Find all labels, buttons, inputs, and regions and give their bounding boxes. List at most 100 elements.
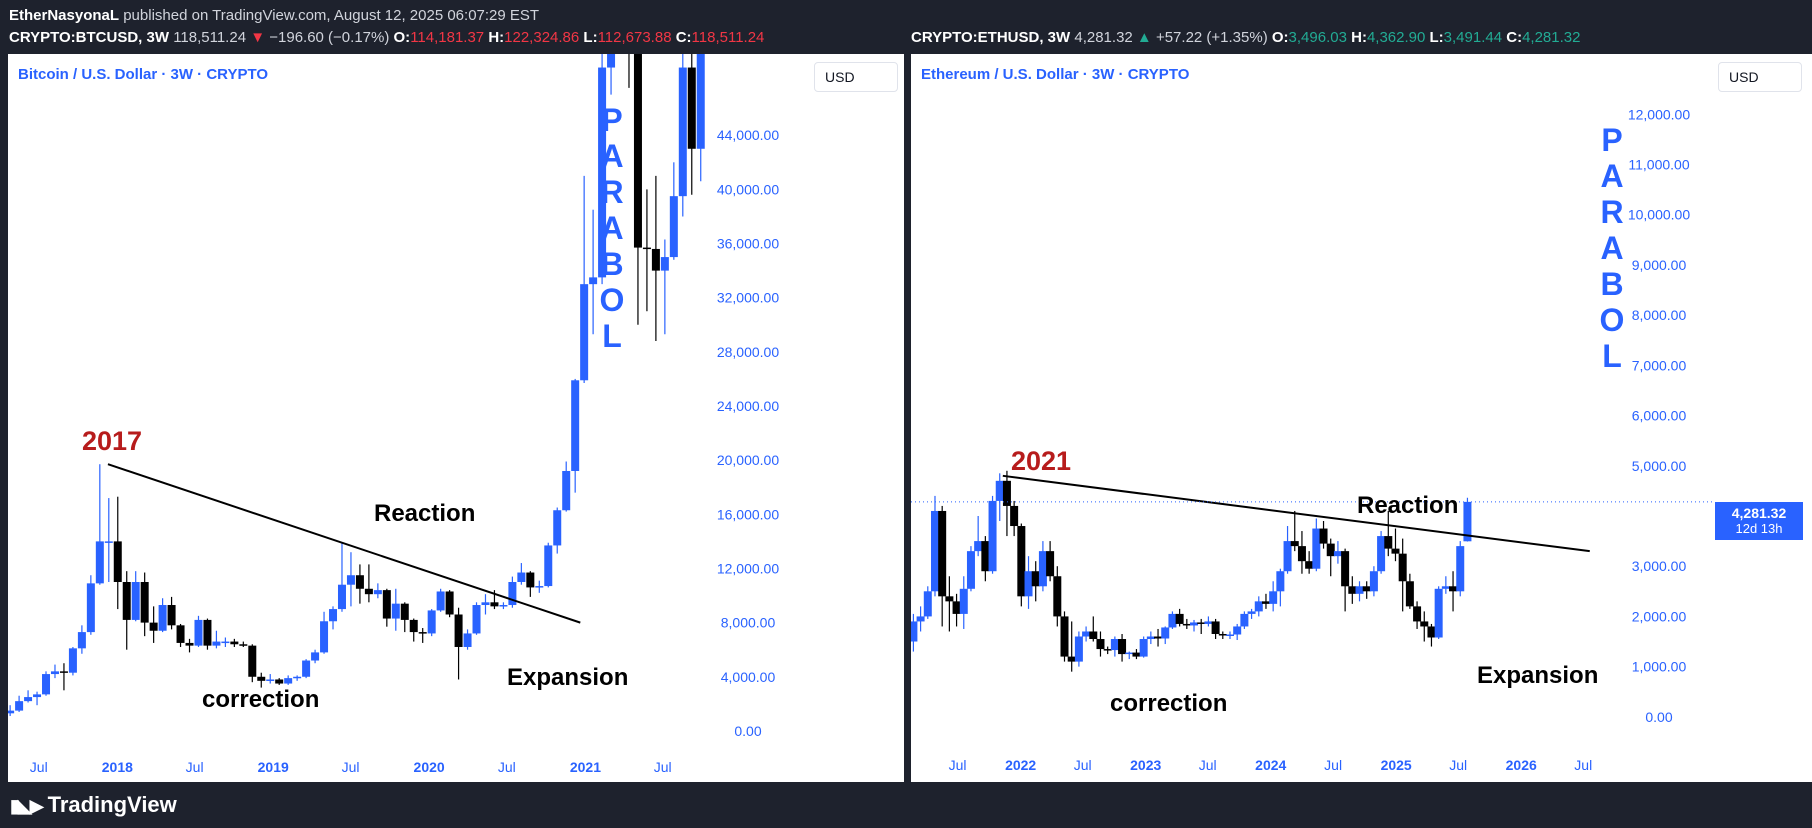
x-tick-label: Jul (1574, 757, 1592, 773)
candle-body (266, 679, 275, 681)
eth-parabol-letter: P (1601, 122, 1623, 158)
candle-body (1031, 571, 1040, 587)
eth-ticker-line: CRYPTO:ETHUSD, 3W 4,281.32 ▲ +57.22 (+1.… (911, 29, 1580, 46)
chart-header: EtherNasyonaL published on TradingView.c… (0, 0, 1812, 54)
eth-currency-button[interactable]: USD (1718, 62, 1802, 92)
btc-chart-panel[interactable]: 44,000.00 40,000.00 36,000.00 32,000.00 28,0… (8, 54, 904, 782)
eth-parabol-letter: A (1600, 158, 1624, 194)
candle-body (257, 676, 266, 681)
eth-high-label: H: (1351, 29, 1367, 46)
candle-body (1283, 541, 1292, 572)
candle-body (562, 470, 571, 511)
candle-body (149, 622, 158, 631)
candle-body (1132, 652, 1141, 657)
btc-high-label: H: (488, 29, 505, 46)
x-tick-label: 2023 (1130, 757, 1161, 773)
panel-divider[interactable] (904, 54, 911, 782)
eth-open-label: O: (1271, 29, 1289, 46)
btc-parabol-letter: A (600, 210, 624, 246)
candle-body (158, 605, 167, 631)
candle-body (1125, 652, 1134, 655)
x-tick-label: Jul (1449, 757, 1467, 773)
candle-body (1204, 621, 1213, 624)
x-tick-label: 2022 (1005, 757, 1036, 773)
candle-body (1391, 548, 1400, 554)
candle-body (598, 67, 607, 278)
candle-body (1247, 611, 1256, 614)
candle-body (916, 616, 925, 622)
tradingview-logo-icon: ▮◣▶ (10, 796, 44, 816)
y-tick-label: 28,000.00 (717, 344, 779, 360)
y-tick-label: 2,000.00 (1632, 608, 1687, 624)
candle-body (1240, 613, 1249, 627)
x-tick-label: Jul (1199, 757, 1217, 773)
y-tick-label: 44,000.00 (717, 127, 779, 143)
btc-expansion-label: Expansion (507, 664, 629, 691)
candle-body (1161, 627, 1170, 639)
y-tick-label: 0.00 (1645, 709, 1672, 725)
candle-body (454, 614, 463, 647)
candle-body (669, 196, 678, 258)
candle-body (490, 602, 499, 607)
btc-currency-button[interactable]: USD (814, 62, 898, 92)
trendline[interactable] (1002, 474, 1590, 553)
candle-body (95, 541, 104, 584)
candle-body (1434, 588, 1443, 638)
candle-body (203, 619, 212, 646)
x-tick-label: Jul (30, 759, 48, 775)
btc-high: 122,324.86 (504, 29, 580, 46)
author-name[interactable]: EtherNasyonaL (9, 7, 120, 24)
candle-body (1002, 480, 1011, 506)
candle-body (8, 710, 15, 714)
btc-parabol-letter: L (602, 318, 622, 354)
btc-candlestick-chart[interactable]: 44,000.00 40,000.00 36,000.00 32,000.00 28,0… (8, 54, 904, 782)
candle-body (355, 575, 364, 589)
eth-symbol[interactable]: CRYPTO:ETHUSD, 3W (911, 29, 1071, 46)
y-tick-label: 10,000.00 (1628, 207, 1690, 223)
candle-body (436, 591, 445, 611)
candle-body (293, 676, 302, 679)
candle-body (1362, 586, 1371, 592)
btc-symbol[interactable]: CRYPTO:BTCUSD, 3W (9, 29, 170, 46)
candle-body (981, 541, 990, 572)
x-tick-label: 2018 (102, 759, 133, 775)
eth-parabol-letter: L (1602, 338, 1622, 374)
trendline[interactable] (107, 463, 581, 624)
publish-info: EtherNasyonaL published on TradingView.c… (9, 7, 539, 24)
candle-body (221, 641, 230, 644)
candle-body (382, 590, 391, 619)
candle-body (50, 671, 59, 675)
candle-body (1190, 622, 1199, 626)
btc-chart-title: Bitcoin / U.S. Dollar · 3W · CRYPTO (18, 66, 269, 83)
eth-close: 4,281.32 (1522, 29, 1581, 46)
candle-body (526, 572, 535, 588)
eth-last-price-value: 4,281.32 (1731, 505, 1787, 521)
candle-body (86, 583, 95, 633)
eth-change: +57.22 (+1.35%) (1155, 29, 1268, 46)
candle-body (418, 632, 427, 634)
btc-change: −196.60 (−0.17%) (269, 29, 390, 46)
candle-body (678, 67, 687, 197)
candle-body (1074, 636, 1083, 662)
x-tick-label: Jul (949, 757, 967, 773)
candle-body (945, 596, 954, 602)
candle-body (1405, 581, 1414, 607)
eth-year-label: 2021 (1011, 446, 1072, 476)
x-tick-label: Jul (1324, 757, 1342, 773)
candle-body (974, 541, 983, 552)
btc-last-price: 118,511.24 (173, 29, 247, 46)
eth-candlestick-chart[interactable]: 12,000.00 11,000.00 10,000.00 9,000.00 8,000… (911, 54, 1812, 782)
y-tick-label: 12,000.00 (717, 560, 779, 576)
eth-chart-panel[interactable]: 12,000.00 11,000.00 10,000.00 9,000.00 8,000… (911, 54, 1812, 782)
candle-body (176, 625, 185, 643)
candle-body (687, 67, 696, 149)
candle-body (481, 602, 490, 606)
tradingview-logo[interactable]: ▮◣▶ TradingView (10, 792, 177, 818)
candle-body (131, 582, 140, 620)
eth-low-label: L: (1429, 29, 1444, 46)
y-tick-label: 16,000.00 (717, 506, 779, 522)
candle-body (571, 380, 580, 471)
candle-body (1254, 601, 1263, 612)
candle-body (42, 674, 51, 695)
candle-body (1355, 586, 1364, 594)
